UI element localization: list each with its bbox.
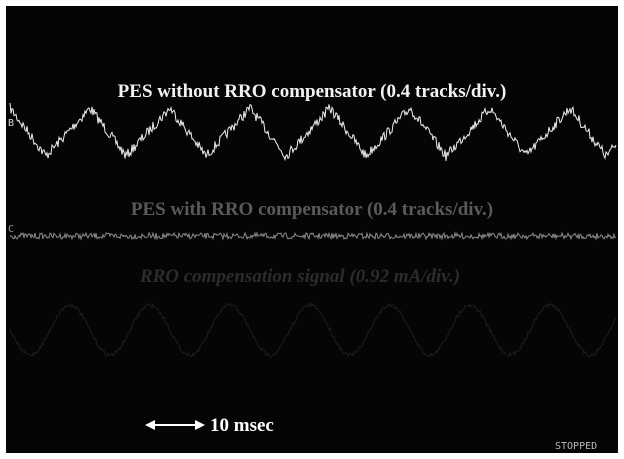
scope-screen: PES without RRO compensator (0.4 tracks/… [0, 0, 624, 459]
trace-label: PES with RRO compensator (0.4 tracks/div… [131, 199, 493, 220]
trace-label: PES without RRO compensator (0.4 tracks/… [118, 81, 507, 102]
trace-label: RRO compensation signal (0.92 mA/div.) [139, 266, 460, 287]
channel-marker: C [8, 224, 14, 235]
channel-marker: B [8, 118, 14, 129]
screen-background [6, 6, 618, 453]
status-text: STOPPED [555, 441, 597, 452]
time-scale-label: 10 msec [210, 415, 274, 436]
page: PES without RRO compensator (0.4 tracks/… [0, 0, 624, 459]
